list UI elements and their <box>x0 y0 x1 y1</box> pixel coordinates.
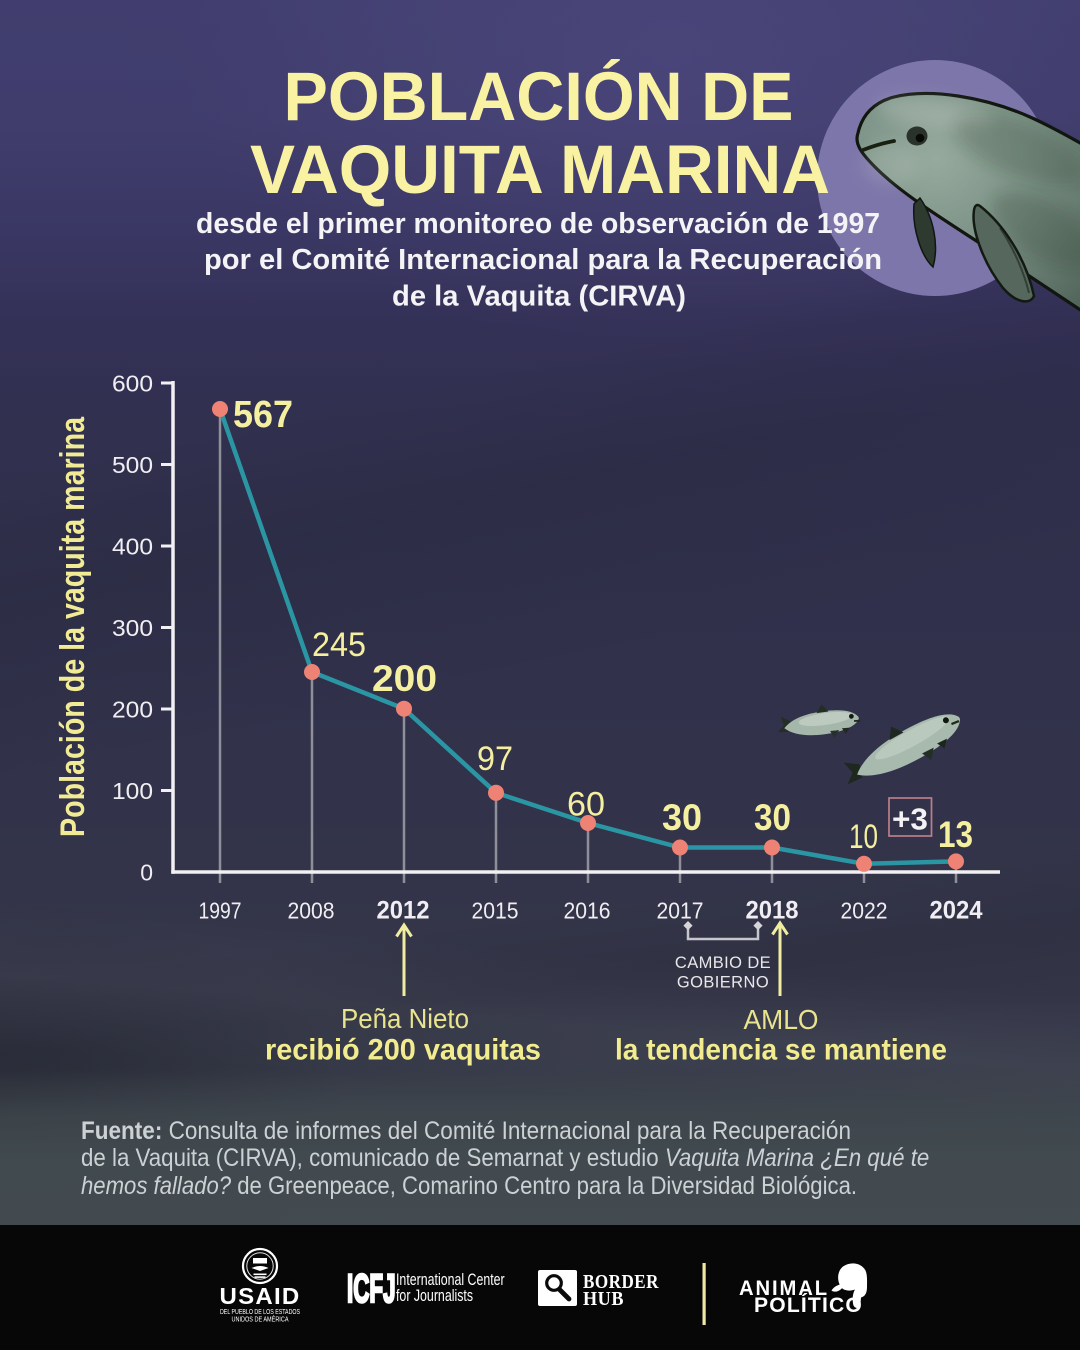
svg-text:10: 10 <box>849 818 878 856</box>
svg-text:POLÍTICO: POLÍTICO <box>754 1292 863 1317</box>
svg-text:1997: 1997 <box>199 898 242 924</box>
svg-text:AMLO: AMLO <box>744 1004 819 1035</box>
svg-text:VAQUITA MARINA: VAQUITA MARINA <box>250 131 830 208</box>
svg-text:UNIDOS DE AMÉRICA: UNIDOS DE AMÉRICA <box>232 1314 289 1323</box>
svg-text:2008: 2008 <box>288 898 335 924</box>
svg-text:Peña Nieto: Peña Nieto <box>341 1003 469 1034</box>
svg-text:por el Comité Internacional pa: por el Comité Internacional para la Recu… <box>204 244 882 276</box>
svg-text:2012: 2012 <box>377 897 430 925</box>
svg-text:GOBIERNO: GOBIERNO <box>677 974 769 992</box>
svg-text:ICFJ: ICFJ <box>347 1266 396 1310</box>
svg-text:100: 100 <box>112 778 153 804</box>
svg-text:500: 500 <box>112 452 153 478</box>
svg-text:DEL PUEBLO DE LOS ESTADOS: DEL PUEBLO DE LOS ESTADOS <box>220 1309 300 1316</box>
svg-text:for Journalists: for Journalists <box>396 1287 473 1305</box>
svg-text:BORDER: BORDER <box>583 1271 659 1293</box>
svg-text:200: 200 <box>372 658 437 699</box>
svg-text:2022: 2022 <box>841 898 888 924</box>
svg-text:la tendencia se mantiene: la tendencia se mantiene <box>615 1034 947 1067</box>
svg-text:60: 60 <box>567 786 605 824</box>
svg-text:13: 13 <box>938 814 973 855</box>
svg-text:2017: 2017 <box>657 898 704 924</box>
svg-text:0: 0 <box>140 859 153 885</box>
svg-text:de la Vaquita (CIRVA): de la Vaquita (CIRVA) <box>392 281 686 313</box>
svg-text:ANIMAL: ANIMAL <box>739 1276 829 1300</box>
svg-text:567: 567 <box>233 394 293 436</box>
svg-text:30: 30 <box>754 797 791 838</box>
svg-text:600: 600 <box>112 370 153 396</box>
svg-text:International Center: International Center <box>396 1271 505 1289</box>
svg-text:400: 400 <box>112 533 153 559</box>
svg-text:200: 200 <box>112 696 153 722</box>
svg-text:2016: 2016 <box>564 898 611 924</box>
svg-text:+3: +3 <box>892 802 928 837</box>
svg-text:300: 300 <box>112 615 153 641</box>
svg-text:USAID: USAID <box>220 1283 301 1309</box>
svg-text:recibió 200 vaquitas: recibió 200 vaquitas <box>265 1034 541 1067</box>
svg-text:desde el primer monitoreo de o: desde el primer monitoreo de observación… <box>196 208 880 240</box>
svg-text:2024: 2024 <box>930 897 983 925</box>
svg-text:POBLACIÓN DE: POBLACIÓN DE <box>284 58 794 135</box>
svg-text:2015: 2015 <box>472 898 519 924</box>
svg-text:2018: 2018 <box>746 897 799 925</box>
svg-text:245: 245 <box>312 626 366 664</box>
svg-text:30: 30 <box>662 797 702 838</box>
svg-text:97: 97 <box>477 740 513 778</box>
svg-text:CAMBIO DE: CAMBIO DE <box>675 954 771 972</box>
svg-text:HUB: HUB <box>583 1288 624 1310</box>
svg-text:Población de la vaquita marina: Población de la vaquita marina <box>54 416 92 837</box>
